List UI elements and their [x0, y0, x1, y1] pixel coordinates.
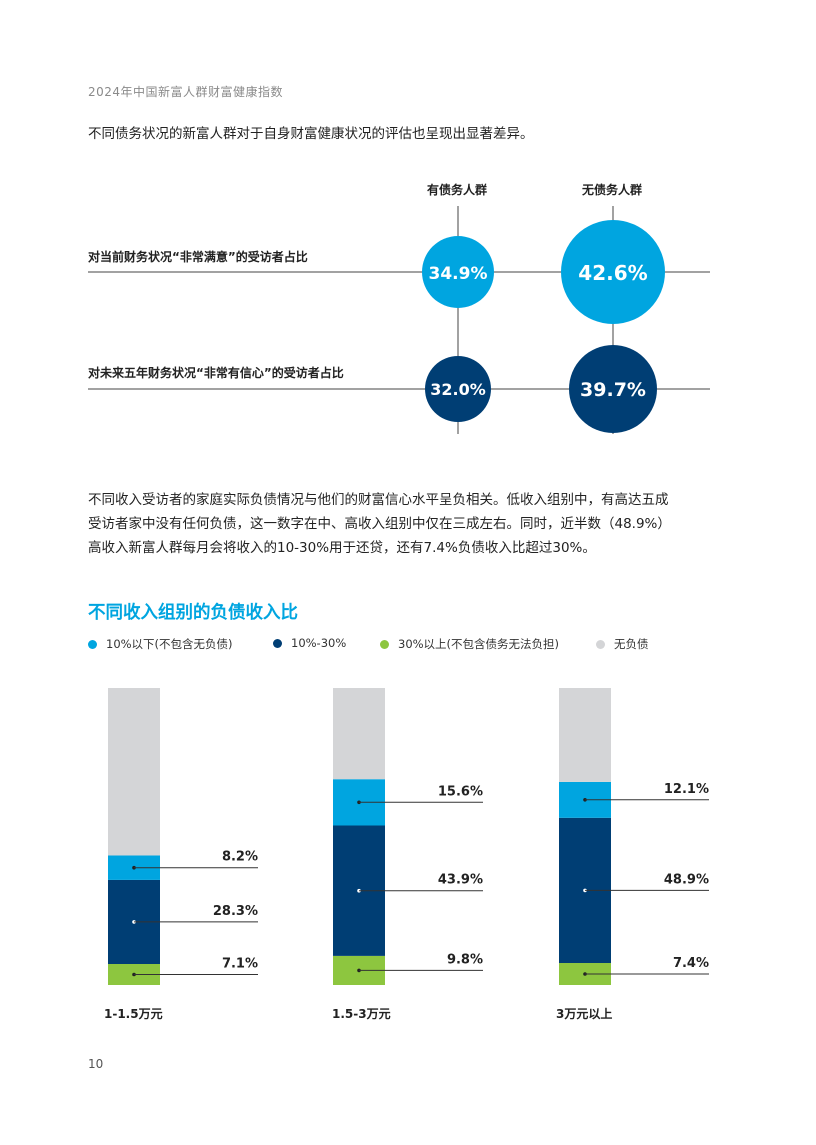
- legend-item-no-debt: 无负债: [596, 636, 649, 652]
- matrix-row-label-confident: 对未来五年财务状况“非常有信心”的受访者占比: [88, 366, 344, 380]
- bubble-value-satisfied-no-debt: 42.6%: [578, 261, 647, 285]
- matrix-row-label-satisfied: 对当前财务状况“非常满意”的受访者占比: [88, 250, 308, 264]
- matrix-column-header-debt: 有债务人群: [426, 183, 487, 197]
- legend-dot-icon: [596, 639, 605, 649]
- matrix-column-header-no-debt: 无债务人群: [581, 183, 642, 197]
- bar-segment: [559, 688, 611, 782]
- legend-dot-icon: [88, 639, 97, 649]
- bubble-matrix: 34.9% 42.6% 32.0% 39.7%: [88, 206, 710, 434]
- legend-dot-icon: [273, 638, 282, 648]
- legend-item-10-30: 10%-30%: [273, 636, 346, 650]
- data-label: 7.1%: [222, 957, 258, 972]
- page-number: 10: [88, 1057, 104, 1071]
- bubble-satisfied-debt: [422, 236, 494, 308]
- bar-segment: [333, 688, 385, 780]
- body-paragraph: 不同收入受访者的家庭实际负债情况与他们的财富信心水平呈负相关。低收入组别中，有高…: [88, 488, 728, 560]
- data-label: 12.1%: [664, 782, 709, 797]
- bubble-value-satisfied-debt: 34.9%: [429, 264, 488, 284]
- bubble-confident-no-debt: [569, 345, 657, 433]
- legend-label: 10%以下(不包含无负债): [106, 637, 233, 651]
- data-label: 28.3%: [213, 904, 258, 919]
- data-label: 43.9%: [438, 873, 483, 888]
- category-label: 1-1.5万元: [104, 1007, 163, 1021]
- legend-label: 10%-30%: [291, 636, 347, 650]
- bubble-value-confident-no-debt: 39.7%: [580, 379, 646, 401]
- bar-segment: [108, 688, 160, 856]
- paragraph-line: 高收入新富人群每月会将收入的10-30%用于还贷，还有7.4%负债收入比超过30…: [88, 540, 596, 556]
- legend-dot-icon: [380, 639, 389, 649]
- bubble-confident-debt: [425, 356, 491, 422]
- chart-title: 不同收入组别的负债收入比: [88, 603, 298, 623]
- paragraph-line: 不同收入受访者的家庭实际负债情况与他们的财富信心水平呈负相关。低收入组别中，有高…: [88, 492, 669, 508]
- data-label: 15.6%: [438, 784, 483, 799]
- intro-text: 不同债务状况的新富人群对于自身财富健康状况的评估也呈现出显著差异。: [88, 126, 534, 142]
- data-label: 48.9%: [664, 872, 709, 887]
- category-label: 3万元以上: [556, 1007, 613, 1021]
- data-label: 9.8%: [447, 952, 483, 967]
- data-label: 8.2%: [222, 850, 258, 865]
- data-label: 7.4%: [673, 956, 709, 971]
- legend-item-under-10: 10%以下(不包含无负债): [88, 636, 233, 652]
- bubble-value-confident-debt: 32.0%: [430, 380, 486, 399]
- running-header: 2024年中国新富人群财富健康指数: [88, 85, 284, 99]
- paragraph-line: 受访者家中没有任何负债，这一数字在中、高收入组别中仅在三成左右。同时，近半数（4…: [88, 516, 671, 532]
- legend-item-over-30: 30%以上(不包含债务无法负担): [380, 636, 559, 652]
- legend-label: 30%以上(不包含债务无法负担): [398, 637, 560, 651]
- legend-label: 无负债: [614, 637, 649, 651]
- bubble-satisfied-no-debt: [561, 220, 665, 324]
- category-label: 1.5-3万元: [332, 1007, 391, 1021]
